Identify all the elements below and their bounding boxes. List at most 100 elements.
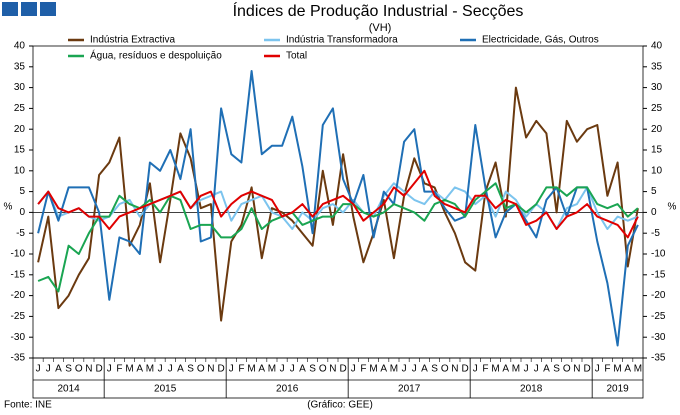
- year-label: 2016: [276, 384, 299, 395]
- x-tick-label: S: [65, 364, 72, 375]
- x-tick-label: M: [247, 364, 255, 375]
- y-tick-label: 0: [19, 207, 25, 218]
- y-tick-label: -20: [11, 290, 26, 301]
- x-tick-label: S: [553, 364, 560, 375]
- x-tick-label: A: [502, 364, 509, 375]
- x-tick-label: A: [299, 364, 306, 375]
- x-tick-label: A: [258, 364, 265, 375]
- x-tick-label: N: [329, 364, 336, 375]
- legend-label: Total: [286, 51, 307, 62]
- y2-tick-label: -20: [651, 290, 666, 301]
- y2-tick-label: 0: [651, 207, 657, 218]
- x-tick-label: J: [107, 364, 112, 375]
- x-tick-label: N: [451, 364, 458, 375]
- legend-label: Electricidade, Gás, Outros: [482, 35, 599, 46]
- x-tick-label: F: [482, 364, 488, 375]
- y-tick-label: 5: [19, 186, 25, 197]
- x-tick-label: S: [187, 364, 194, 375]
- series-line: [37, 182, 639, 293]
- y2-tick-label: -35: [651, 353, 666, 364]
- series-line: [37, 70, 639, 347]
- x-tick-label: J: [290, 364, 295, 375]
- x-tick-label: D: [95, 364, 102, 375]
- logo-block: [21, 2, 37, 16]
- y2-tick-label: 20: [651, 124, 663, 135]
- x-tick-label: A: [421, 364, 428, 375]
- x-tick-label: O: [197, 364, 205, 375]
- x-tick-label: N: [207, 364, 214, 375]
- y2-tick-label: 15: [651, 145, 663, 156]
- y-tick-label: 10: [14, 165, 26, 176]
- x-tick-label: F: [360, 364, 366, 375]
- y2-tick-label: -30: [651, 332, 666, 343]
- logo-block: [40, 2, 56, 16]
- series-line: [37, 86, 639, 322]
- y2-tick-label: -15: [651, 269, 666, 280]
- x-tick-label: D: [339, 364, 346, 375]
- x-tick-label: M: [125, 364, 133, 375]
- x-tick-label: J: [412, 364, 417, 375]
- y-tick-label: 30: [14, 82, 26, 93]
- x-tick-label: A: [380, 364, 387, 375]
- credit: (Gráfico: GEE): [307, 400, 373, 411]
- y2-tick-label: 10: [651, 165, 663, 176]
- x-tick-label: J: [351, 364, 356, 375]
- x-tick-label: A: [177, 364, 184, 375]
- x-tick-label: O: [441, 364, 449, 375]
- x-tick-label: J: [168, 364, 173, 375]
- y-tick-label: 20: [14, 124, 26, 135]
- year-label: 2018: [520, 384, 543, 395]
- logo-block: [2, 2, 18, 16]
- legend-label: Indústria Extractiva: [90, 35, 175, 46]
- x-tick-label: M: [268, 364, 276, 375]
- x-tick-label: J: [36, 364, 41, 375]
- x-tick-label: A: [543, 364, 550, 375]
- x-tick-label: M: [390, 364, 398, 375]
- x-tick-label: J: [158, 364, 163, 375]
- year-label: 2019: [606, 384, 629, 395]
- y2-tick-label: -10: [651, 249, 666, 260]
- y2-tick-label: 25: [651, 103, 663, 114]
- series-line: [37, 169, 639, 239]
- y-tick-label: 35: [14, 61, 26, 72]
- y2-tick-label: 35: [651, 61, 663, 72]
- x-tick-label: N: [85, 364, 92, 375]
- x-tick-label: J: [229, 364, 234, 375]
- x-tick-label: A: [55, 364, 62, 375]
- year-label: 2015: [154, 384, 177, 395]
- x-tick-label: D: [217, 364, 224, 375]
- y2-axis-label: %: [668, 202, 677, 213]
- y-tick-label: 40: [14, 41, 26, 52]
- x-tick-label: O: [319, 364, 327, 375]
- year-label: 2017: [398, 384, 421, 395]
- x-tick-label: F: [238, 364, 244, 375]
- x-tick-label: J: [473, 364, 478, 375]
- x-tick-label: J: [595, 364, 600, 375]
- y2-tick-label: 5: [651, 186, 657, 197]
- year-label: 2014: [57, 384, 80, 395]
- x-tick-label: J: [46, 364, 51, 375]
- x-tick-label: F: [604, 364, 610, 375]
- x-tick-label: M: [634, 364, 642, 375]
- x-tick-label: D: [461, 364, 468, 375]
- y-axis-label: %: [4, 202, 13, 213]
- x-tick-label: S: [309, 364, 316, 375]
- x-tick-label: J: [534, 364, 539, 375]
- y-tick-label: -35: [11, 353, 26, 364]
- y-tick-label: -15: [11, 269, 26, 280]
- y-tick-label: -5: [16, 228, 25, 239]
- x-tick-label: J: [280, 364, 285, 375]
- y-tick-label: -25: [11, 311, 26, 322]
- y-tick-label: -10: [11, 249, 26, 260]
- x-tick-label: M: [613, 364, 621, 375]
- y-tick-label: -30: [11, 332, 26, 343]
- y2-tick-label: -5: [651, 228, 660, 239]
- x-tick-label: O: [75, 364, 83, 375]
- x-tick-label: M: [512, 364, 520, 375]
- x-tick-label: O: [563, 364, 571, 375]
- x-tick-label: J: [524, 364, 529, 375]
- chart-subtitle: (VH): [369, 22, 392, 34]
- x-tick-label: N: [573, 364, 580, 375]
